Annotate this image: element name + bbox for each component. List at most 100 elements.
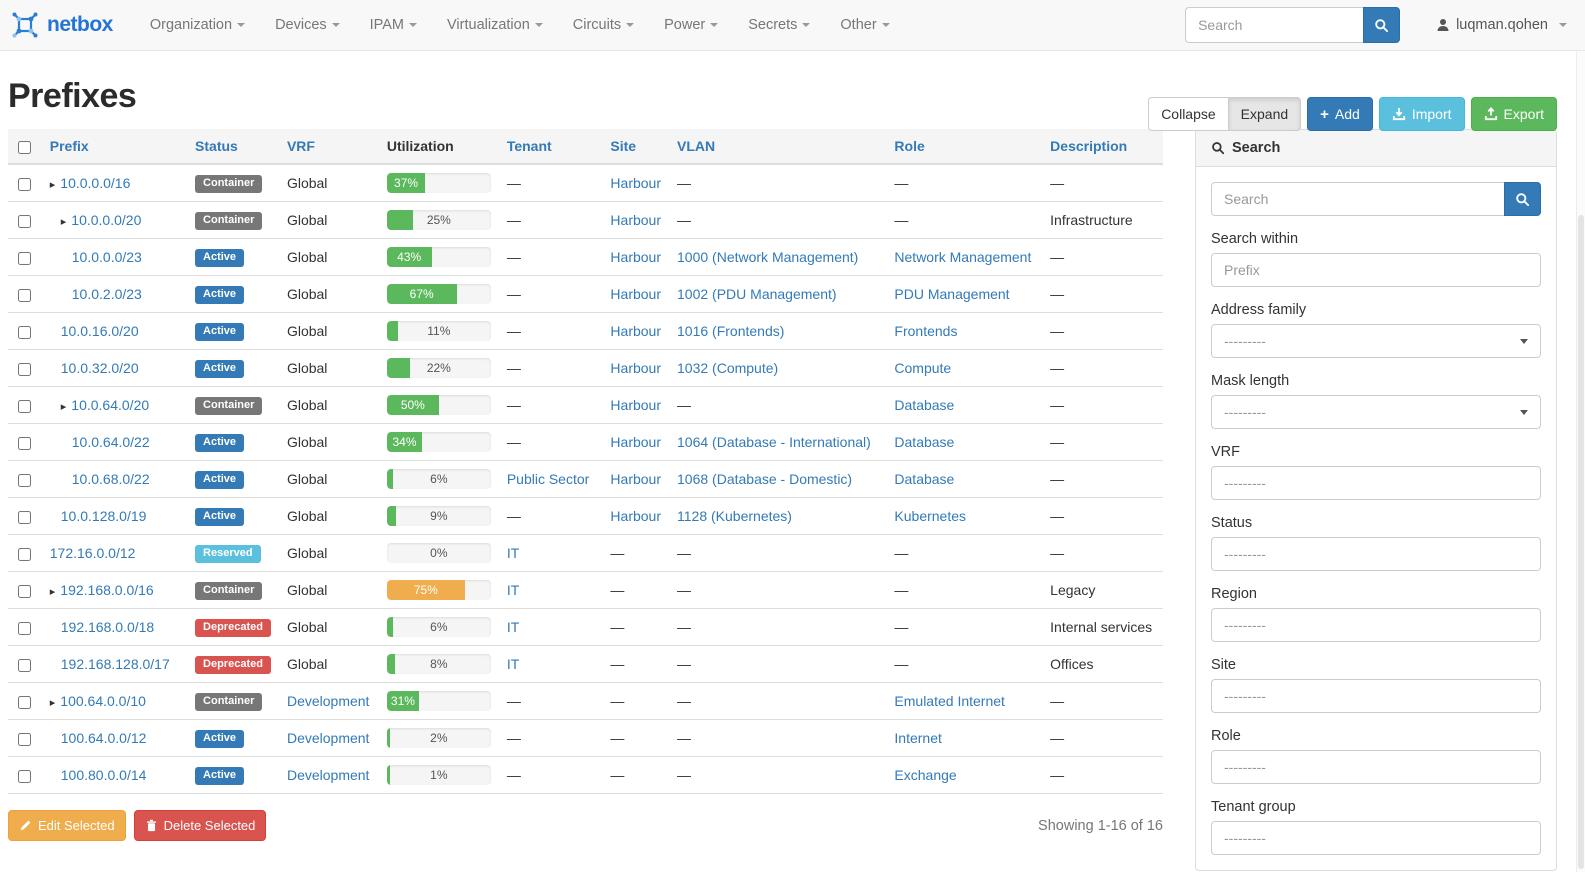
prefix-link[interactable]: 10.0.64.0/20 (71, 397, 150, 413)
column-header-vrf[interactable]: VRF (278, 129, 379, 165)
add-button[interactable]: + Add (1307, 97, 1373, 131)
expand-arrow-icon[interactable]: ▸ (60, 216, 67, 228)
site-link[interactable]: Harbour (610, 323, 662, 339)
role-link[interactable]: Emulated Internet (894, 693, 1005, 709)
role-link[interactable]: Database (894, 471, 955, 487)
filter-select-vrf[interactable]: --------- (1211, 466, 1541, 500)
column-header-site[interactable]: Site (602, 129, 670, 165)
netbox-logo[interactable]: netbox (10, 10, 113, 40)
role-link[interactable]: Internet (894, 730, 942, 746)
global-search-input[interactable] (1185, 7, 1364, 43)
row-checkbox[interactable] (18, 732, 31, 746)
prefix-link[interactable]: 100.80.0.0/14 (60, 767, 147, 783)
column-header-tenant[interactable]: Tenant (498, 129, 603, 165)
filter-select-role[interactable]: --------- (1211, 750, 1541, 784)
filter-search-button[interactable] (1504, 182, 1541, 216)
vrf-link[interactable]: Development (286, 693, 370, 709)
expand-arrow-icon[interactable]: ▸ (49, 697, 56, 709)
prefix-link[interactable]: 192.168.128.0/17 (60, 656, 170, 672)
prefix-link[interactable]: 10.0.128.0/19 (60, 508, 147, 524)
row-checkbox[interactable] (18, 769, 31, 783)
vlan-link[interactable]: 1128 (Kubernetes) (677, 508, 792, 524)
nav-item-secrets[interactable]: Secrets (733, 2, 825, 48)
site-link[interactable]: Harbour (610, 471, 662, 487)
site-link[interactable]: Harbour (610, 434, 662, 450)
vlan-link[interactable]: 1002 (PDU Management) (677, 286, 837, 302)
nav-item-ipam[interactable]: IPAM (355, 2, 432, 48)
prefix-link[interactable]: 10.0.32.0/20 (60, 360, 139, 376)
column-header-vlan[interactable]: VLAN (669, 129, 887, 165)
prefix-link[interactable]: 10.0.68.0/22 (71, 471, 150, 487)
prefix-link[interactable]: 10.0.16.0/20 (60, 323, 139, 339)
tenant-link[interactable]: IT (506, 619, 520, 635)
filter-search-input[interactable] (1211, 182, 1504, 216)
filter-select-mask-length[interactable]: --------- (1211, 395, 1541, 429)
vlan-link[interactable]: 1064 (Database - International) (677, 434, 871, 450)
filter-select-region[interactable]: --------- (1211, 608, 1541, 642)
select-all-checkbox[interactable] (18, 140, 31, 154)
expand-arrow-icon[interactable]: ▸ (49, 179, 56, 191)
site-link[interactable]: Harbour (610, 508, 662, 524)
prefix-link[interactable]: 192.168.0.0/18 (60, 619, 155, 635)
nav-item-other[interactable]: Other (825, 2, 904, 48)
export-button[interactable]: Export (1470, 97, 1557, 131)
column-header-prefix[interactable]: Prefix (41, 129, 188, 165)
prefix-link[interactable]: 100.64.0.0/12 (60, 730, 147, 746)
row-checkbox[interactable] (18, 362, 31, 376)
global-search-button[interactable] (1363, 7, 1401, 43)
role-link[interactable]: Network Management (894, 249, 1032, 265)
expand-arrow-icon[interactable]: ▸ (60, 401, 67, 413)
filter-input-search-within[interactable] (1211, 253, 1541, 287)
row-checkbox[interactable] (18, 547, 31, 561)
site-link[interactable]: Harbour (610, 175, 662, 191)
row-checkbox[interactable] (18, 251, 31, 265)
prefix-link[interactable]: 10.0.0.0/23 (71, 249, 142, 265)
nav-item-virtualization[interactable]: Virtualization (432, 2, 558, 48)
nav-item-power[interactable]: Power (649, 2, 733, 48)
row-checkbox[interactable] (18, 473, 31, 487)
delete-selected-button[interactable]: Delete Selected (133, 810, 267, 841)
row-checkbox[interactable] (18, 177, 31, 191)
site-link[interactable]: Harbour (610, 212, 662, 228)
row-checkbox[interactable] (18, 399, 31, 413)
prefix-link[interactable]: 10.0.64.0/22 (71, 434, 150, 450)
expand-arrow-icon[interactable]: ▸ (49, 586, 56, 598)
prefix-link[interactable]: 10.0.2.0/23 (71, 286, 142, 302)
row-checkbox[interactable] (18, 214, 31, 228)
import-button[interactable]: Import (1378, 97, 1465, 131)
prefix-link[interactable]: 100.64.0.0/10 (60, 693, 146, 709)
row-checkbox[interactable] (18, 658, 31, 672)
column-header-role[interactable]: Role (886, 129, 1043, 165)
prefix-link[interactable]: 172.16.0.0/12 (49, 545, 136, 561)
nav-item-devices[interactable]: Devices (260, 2, 355, 48)
role-link[interactable]: PDU Management (894, 286, 1010, 302)
row-checkbox[interactable] (18, 436, 31, 450)
tenant-link[interactable]: IT (506, 656, 520, 672)
filter-select-status[interactable]: --------- (1211, 537, 1541, 571)
vrf-link[interactable]: Development (286, 730, 370, 746)
role-link[interactable]: Frontends (894, 323, 958, 339)
vlan-link[interactable]: 1032 (Compute) (677, 360, 779, 376)
role-link[interactable]: Compute (894, 360, 952, 376)
expand-button[interactable]: Expand (1228, 97, 1302, 131)
site-link[interactable]: Harbour (610, 249, 662, 265)
vlan-link[interactable]: 1000 (Network Management) (677, 249, 859, 265)
nav-item-circuits[interactable]: Circuits (558, 2, 649, 48)
tenant-link[interactable]: IT (506, 545, 520, 561)
row-checkbox[interactable] (18, 325, 31, 339)
filter-select-site[interactable]: --------- (1211, 679, 1541, 713)
row-checkbox[interactable] (18, 510, 31, 524)
row-checkbox[interactable] (18, 621, 31, 635)
vlan-link[interactable]: 1068 (Database - Domestic) (677, 471, 853, 487)
vlan-link[interactable]: 1016 (Frontends) (677, 323, 785, 339)
row-checkbox[interactable] (18, 288, 31, 302)
role-link[interactable]: Database (894, 434, 955, 450)
column-header-description[interactable]: Description (1042, 129, 1163, 165)
site-link[interactable]: Harbour (610, 360, 662, 376)
prefix-link[interactable]: 10.0.0.0/20 (71, 212, 142, 228)
tenant-link[interactable]: Public Sector (506, 471, 590, 487)
role-link[interactable]: Database (894, 397, 955, 413)
role-link[interactable]: Exchange (894, 767, 957, 783)
filter-select-tenant-group[interactable]: --------- (1211, 821, 1541, 855)
vrf-link[interactable]: Development (286, 767, 370, 783)
